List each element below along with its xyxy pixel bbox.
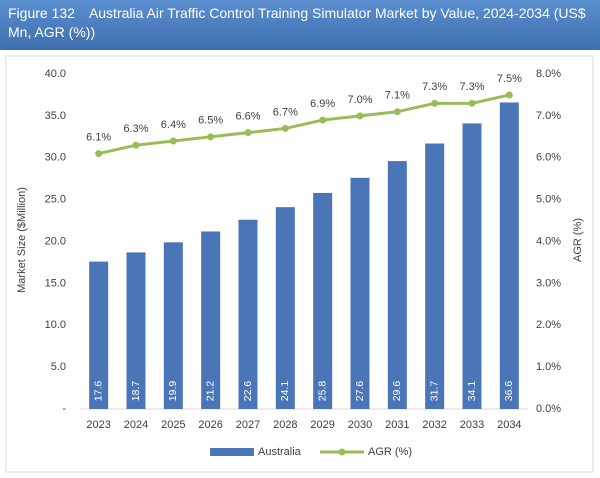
line-marker [393,108,401,116]
bar [275,207,295,409]
line-value-label: 6.6% [235,111,260,123]
x-tick-label: 2023 [86,419,110,431]
line-marker [468,99,476,107]
bar [89,261,109,409]
x-tick-label: 2032 [422,419,446,431]
y-tick-label: 25.0 [45,194,66,206]
y-tick-label: 10.0 [45,319,66,331]
line-value-label: 6.4% [161,119,186,131]
bar [387,161,407,409]
bar [499,102,519,409]
bar [163,242,183,409]
y-tick-label: 30.0 [45,152,66,164]
bar-value-label: 27.6 [354,381,366,402]
y2-tick-label: 3.0% [536,277,561,289]
line-marker [244,129,252,137]
line-value-label: 6.3% [123,123,148,135]
line-marker [505,91,513,99]
y-tick-label: 20.0 [45,235,66,247]
legend-marker [338,448,346,456]
y-tick-label: 15.0 [45,277,66,289]
bar-value-label: 25.8 [316,381,328,402]
bar-value-label: 21.2 [204,381,216,402]
legend-label: AGR (%) [368,446,412,458]
x-tick-label: 2033 [460,419,484,431]
y2-tick-label: 6.0% [536,152,561,164]
bar-value-label: 19.9 [167,381,179,402]
y2-tick-label: 7.0% [536,110,561,122]
y2-tick-label: 0.0% [536,403,561,415]
bar-value-label: 29.6 [391,381,403,402]
x-tick-label: 2030 [348,419,372,431]
y-tick-label: - [62,403,66,415]
chart: Market Size ($Million) AGR (%) - 5.0 10.0 1… [5,55,594,473]
y-axis-title: Market Size ($Million) [16,187,28,293]
line-value-label: 7.5% [497,73,522,85]
line [98,93,510,156]
x-tick-label: 2026 [198,419,222,431]
y2-tick-label: 4.0% [536,235,561,247]
bar-value-label: 36.6 [503,381,515,402]
y-tick-label: 35.0 [45,110,66,122]
line-value-label: 6.9% [310,98,335,110]
x-tick-label: 2027 [236,419,260,431]
y2-tick-label: 1.0% [536,361,561,373]
bar-value-label: 24.1 [279,381,291,402]
bar [238,219,258,409]
bar [126,252,146,409]
line-marker [431,99,439,107]
x-tick-label: 2028 [273,419,297,431]
figure-label: Figure 132 [8,5,75,21]
line-marker [207,133,215,141]
line-value-label: 7.1% [385,90,410,102]
y-tick-label: 40.0 [45,68,66,80]
bar [462,123,482,409]
line-value-label: 6.7% [273,106,298,118]
bar [313,192,333,409]
y2-tick-label: 5.0% [536,194,561,206]
line-value-label: 6.1% [86,131,111,143]
bar-value-label: 17.6 [92,381,104,402]
bar [350,177,370,409]
chart-title: Australia Air Traffic Control Training S… [8,5,586,40]
line-value-label: 7.0% [347,94,372,106]
x-tick-label: 2024 [124,419,148,431]
header: Figure 132 Australia Air Traffic Control … [0,0,600,50]
bar-value-label: 34.1 [466,381,478,402]
legend-swatch [210,448,254,456]
bar-value-label: 22.6 [242,381,254,402]
legend-label: Australia [258,446,302,458]
x-tick-label: 2025 [161,419,185,431]
x-tick-label: 2029 [310,419,334,431]
line-marker [95,150,103,158]
line-value-label: 7.3% [422,81,447,93]
line-marker [169,137,177,145]
line-value-label: 7.3% [459,81,484,93]
bar [425,143,445,409]
line-marker [281,124,289,132]
x-tick-label: 2034 [497,419,521,431]
line-marker [132,141,140,149]
y-tick-label: 5.0 [51,361,66,373]
line-value-label: 6.5% [198,115,223,127]
y2-axis-title: AGR (%) [572,218,584,262]
chart-frame [5,55,594,473]
y2-tick-label: 8.0% [536,68,561,80]
y2-tick-label: 2.0% [536,319,561,331]
bar [201,231,221,409]
line-marker [319,116,327,124]
bar-value-label: 18.7 [130,381,142,402]
line-marker [356,112,364,120]
bar-value-label: 31.7 [428,381,440,402]
x-tick-label: 2031 [385,419,409,431]
